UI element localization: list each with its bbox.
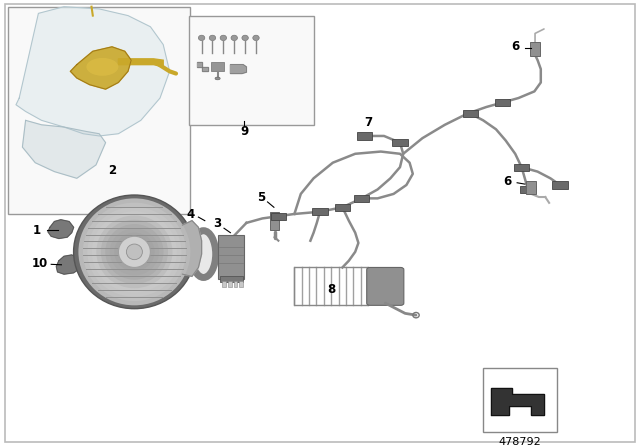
Ellipse shape	[118, 236, 150, 267]
Text: 6: 6	[504, 175, 511, 188]
Ellipse shape	[115, 233, 155, 271]
Bar	[530, 43, 540, 56]
Ellipse shape	[209, 35, 216, 41]
Polygon shape	[118, 59, 163, 67]
Ellipse shape	[105, 224, 164, 280]
Text: 5: 5	[257, 190, 265, 203]
Polygon shape	[197, 62, 208, 71]
Ellipse shape	[79, 198, 191, 306]
Bar	[8, 7, 190, 214]
Ellipse shape	[127, 244, 143, 260]
Text: 10: 10	[31, 258, 48, 271]
Ellipse shape	[215, 77, 220, 80]
Text: 4: 4	[187, 208, 195, 221]
Ellipse shape	[101, 220, 168, 284]
Polygon shape	[48, 220, 74, 238]
Text: 9: 9	[241, 125, 248, 138]
Ellipse shape	[119, 237, 150, 267]
Text: 6: 6	[511, 40, 519, 53]
Bar	[189, 16, 314, 125]
Ellipse shape	[97, 215, 173, 288]
Bar	[222, 281, 226, 287]
Bar	[271, 213, 286, 220]
Bar	[335, 204, 350, 211]
Bar	[239, 281, 243, 287]
Ellipse shape	[110, 228, 159, 276]
Bar	[552, 181, 568, 189]
Text: 1: 1	[33, 224, 41, 237]
FancyBboxPatch shape	[367, 267, 404, 306]
Polygon shape	[22, 121, 106, 178]
Bar	[234, 281, 237, 287]
Bar	[312, 208, 328, 215]
Text: 3: 3	[214, 217, 221, 230]
Bar	[211, 61, 224, 71]
Text: 478792: 478792	[499, 437, 541, 447]
Text: 8: 8	[328, 283, 335, 296]
Text: 7: 7	[364, 116, 372, 129]
Bar	[220, 276, 243, 282]
Ellipse shape	[83, 202, 186, 301]
Ellipse shape	[88, 207, 182, 297]
Bar	[270, 212, 279, 229]
Bar	[357, 133, 372, 139]
Bar	[354, 195, 369, 202]
Polygon shape	[56, 255, 82, 274]
Bar	[483, 368, 557, 432]
Bar	[495, 99, 510, 106]
Bar	[520, 186, 536, 193]
Ellipse shape	[86, 58, 118, 76]
Polygon shape	[230, 65, 246, 73]
Polygon shape	[16, 7, 170, 136]
Ellipse shape	[198, 35, 205, 41]
Bar	[392, 139, 408, 146]
Bar	[514, 164, 529, 171]
Bar	[218, 235, 244, 279]
Ellipse shape	[220, 35, 227, 41]
Ellipse shape	[195, 233, 212, 275]
Polygon shape	[491, 388, 544, 414]
Text: 2: 2	[108, 164, 116, 177]
Bar	[228, 281, 232, 287]
Ellipse shape	[253, 35, 259, 41]
Bar	[294, 267, 368, 306]
Ellipse shape	[231, 35, 237, 41]
Bar	[526, 181, 536, 194]
Ellipse shape	[242, 35, 248, 41]
Polygon shape	[70, 47, 131, 89]
Ellipse shape	[92, 211, 177, 293]
Polygon shape	[182, 221, 202, 276]
Bar	[463, 110, 478, 117]
Ellipse shape	[74, 195, 195, 309]
